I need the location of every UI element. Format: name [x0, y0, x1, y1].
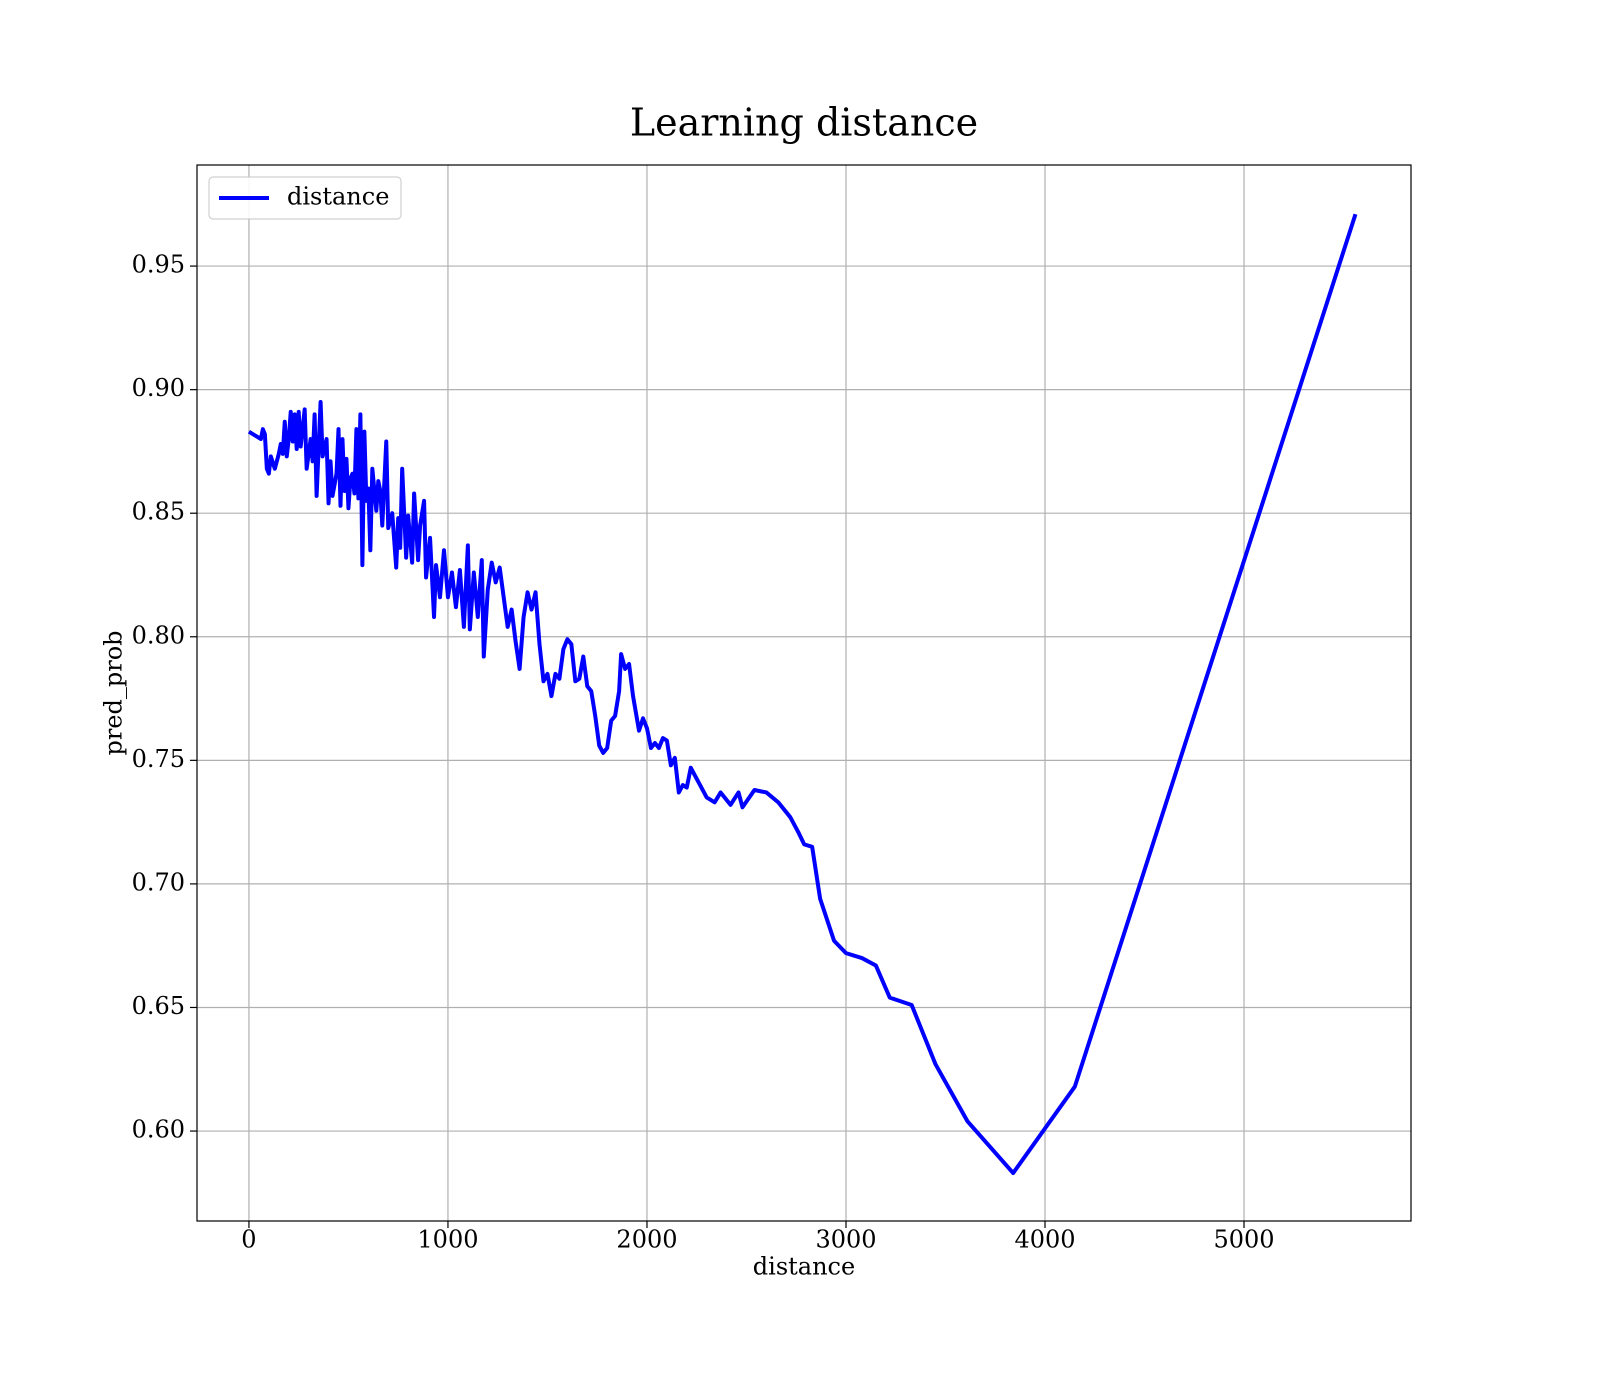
y-tick-label: 0.80 — [132, 621, 185, 649]
data-line — [247, 213, 1358, 1176]
x-tick-label: 5000 — [1213, 1226, 1274, 1254]
plot-frame — [196, 164, 1412, 1222]
chart-title: Learning distance — [630, 101, 978, 145]
y-axis-label: pred_prob — [100, 630, 128, 755]
y-tick-label: 0.85 — [132, 498, 185, 526]
y-tick-label: 0.70 — [132, 868, 185, 896]
y-tick-label: 0.60 — [132, 1116, 185, 1144]
y-tick-label: 0.90 — [132, 374, 185, 402]
y-tick-label: 0.65 — [132, 992, 185, 1020]
legend-box — [208, 176, 402, 220]
x-tick-label: 4000 — [1014, 1226, 1075, 1254]
y-tick-label: 0.95 — [132, 251, 185, 279]
x-axis-label: distance — [753, 1253, 855, 1281]
legend-label: distance — [287, 183, 389, 211]
y-tick-label: 0.75 — [132, 745, 185, 773]
x-tick-label: 1000 — [417, 1226, 478, 1254]
x-tick-label: 2000 — [616, 1226, 677, 1254]
x-tick-label: 0 — [241, 1226, 256, 1254]
x-tick-label: 3000 — [815, 1226, 876, 1254]
